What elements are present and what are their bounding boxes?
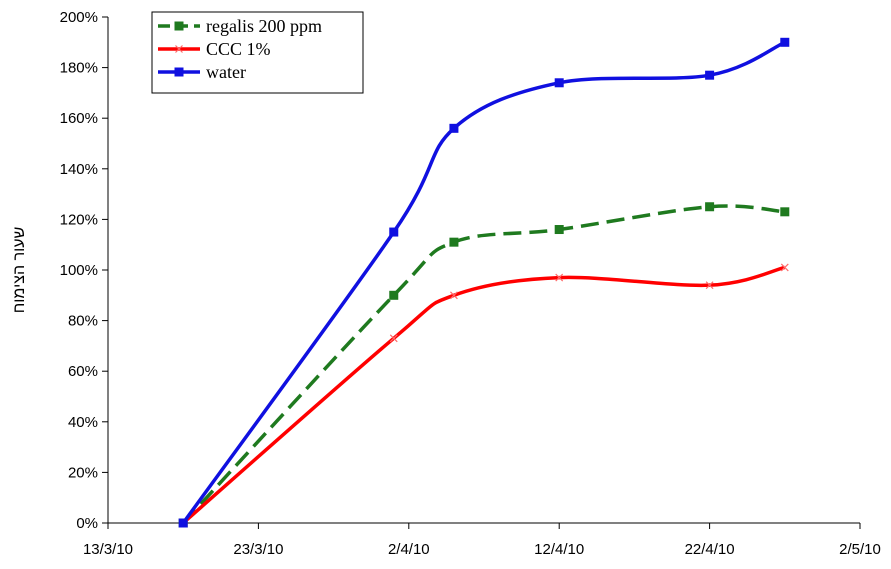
y-tick-label: 20% — [68, 464, 98, 481]
data-point-water — [178, 518, 188, 528]
x-tick-label: 22/4/10 — [685, 541, 735, 558]
data-point-water — [780, 37, 790, 47]
data-point-regalis-200-ppm — [389, 290, 399, 300]
data-point-ccc-1 — [389, 334, 398, 343]
data-point-regalis-200-ppm — [780, 207, 790, 217]
series-water — [178, 37, 790, 528]
y-tick-label: 140% — [60, 161, 98, 178]
data-point-ccc-1-stroke-b — [780, 263, 789, 272]
x-tick-label: 12/4/10 — [534, 541, 584, 558]
data-point-water — [449, 123, 459, 133]
series-line-regalis-200-ppm — [181, 204, 785, 525]
legend: regalis 200 ppm CCC 1% water — [151, 11, 364, 94]
x-tick-label: 13/3/10 — [83, 541, 133, 558]
data-point-regalis-200-ppm — [449, 237, 459, 247]
x-tick-label: 2/4/10 — [388, 541, 430, 558]
data-point-ccc-1-stroke-b — [555, 273, 564, 282]
legend-label-water: water — [206, 62, 246, 82]
legend-label-regalis-200-ppm: regalis 200 ppm — [206, 16, 322, 36]
data-point-regalis-200-ppm — [705, 202, 715, 212]
data-point-water — [389, 227, 399, 237]
y-axis-title: שעור הצימוח — [11, 227, 28, 314]
legend-marker-regalis-200-ppm — [174, 21, 184, 31]
data-point-ccc-1 — [705, 281, 714, 290]
x-tick-label: 2/5/10 — [839, 541, 881, 558]
legend-label-ccc-1: CCC 1% — [206, 39, 271, 59]
data-point-water — [705, 70, 715, 80]
series-lines — [178, 37, 790, 528]
axes: 0% 20% 40% 60% 80% 100% 120% 140% 160% 180% 200% 13… — [60, 9, 881, 558]
data-point-ccc-1-stroke-b — [449, 291, 458, 300]
data-point-ccc-1 — [449, 291, 458, 300]
data-point-ccc-1-stroke-b — [389, 334, 398, 343]
legend-marker-water — [174, 67, 184, 77]
y-tick-label: 120% — [60, 211, 98, 228]
y-tick-label: 60% — [68, 363, 98, 380]
y-tick-label: 40% — [68, 414, 98, 431]
y-tick-label: 80% — [68, 313, 98, 330]
y-tick-label: 200% — [60, 9, 98, 26]
data-point-regalis-200-ppm — [554, 225, 564, 235]
data-point-ccc-1 — [555, 273, 564, 282]
y-tick-label: 100% — [60, 262, 98, 279]
data-point-water — [554, 78, 564, 88]
data-point-ccc-1-stroke-b — [705, 281, 714, 290]
data-point-ccc-1 — [780, 263, 789, 272]
legend-marker-ccc-1-stroke-b — [175, 45, 183, 53]
x-tick-label: 23/3/10 — [233, 541, 283, 558]
y-tick-label: 0% — [76, 515, 98, 532]
y-tick-label: 160% — [60, 110, 98, 127]
legend-marker-ccc-1 — [175, 45, 183, 53]
y-tick-label: 180% — [60, 60, 98, 77]
